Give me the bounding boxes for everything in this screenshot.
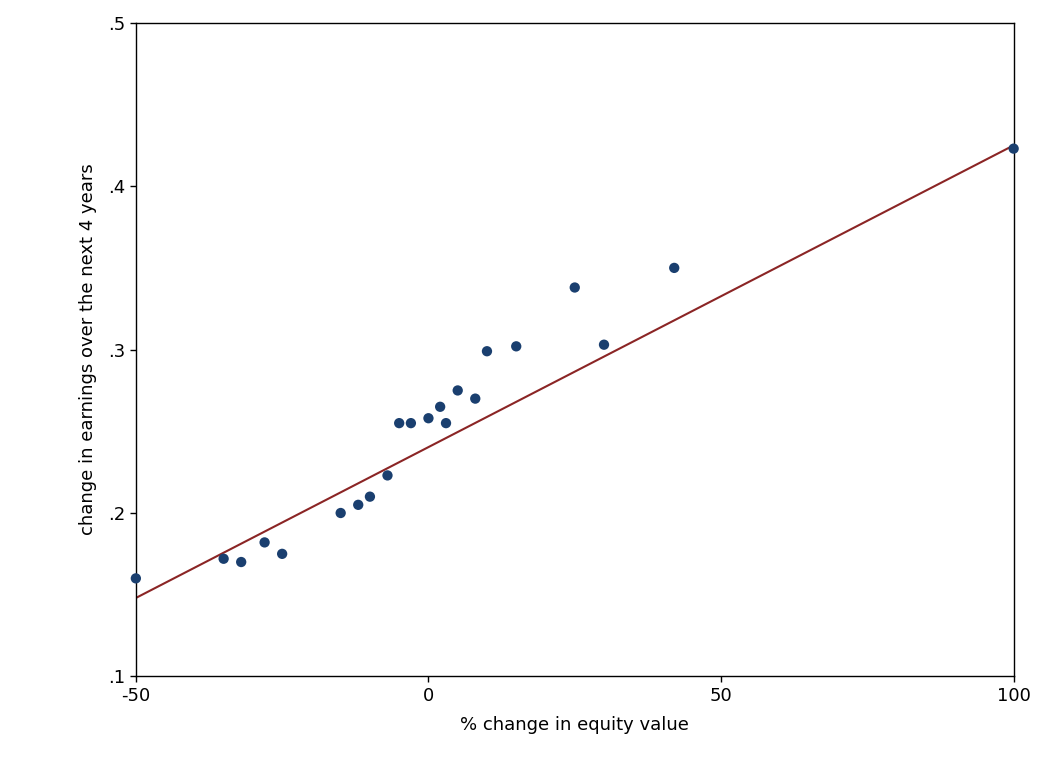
- Point: [362, 491, 378, 503]
- Point: [508, 340, 525, 353]
- Point: [402, 417, 419, 429]
- Point: [1005, 143, 1022, 155]
- Y-axis label: change in earnings over the next 4 years: change in earnings over the next 4 years: [79, 163, 97, 536]
- Point: [420, 412, 437, 424]
- Point: [432, 401, 448, 413]
- X-axis label: % change in equity value: % change in equity value: [460, 716, 690, 734]
- Point: [467, 392, 484, 404]
- Point: [666, 262, 682, 274]
- Point: [127, 572, 144, 584]
- Point: [350, 499, 367, 511]
- Point: [379, 470, 396, 482]
- Point: [256, 537, 273, 549]
- Point: [479, 345, 495, 357]
- Point: [391, 417, 408, 429]
- Point: [566, 281, 583, 293]
- Point: [332, 507, 349, 519]
- Point: [215, 553, 232, 565]
- Point: [233, 556, 250, 568]
- Point: [449, 385, 466, 397]
- Point: [596, 339, 612, 351]
- Point: [274, 548, 291, 560]
- Point: [438, 417, 455, 429]
